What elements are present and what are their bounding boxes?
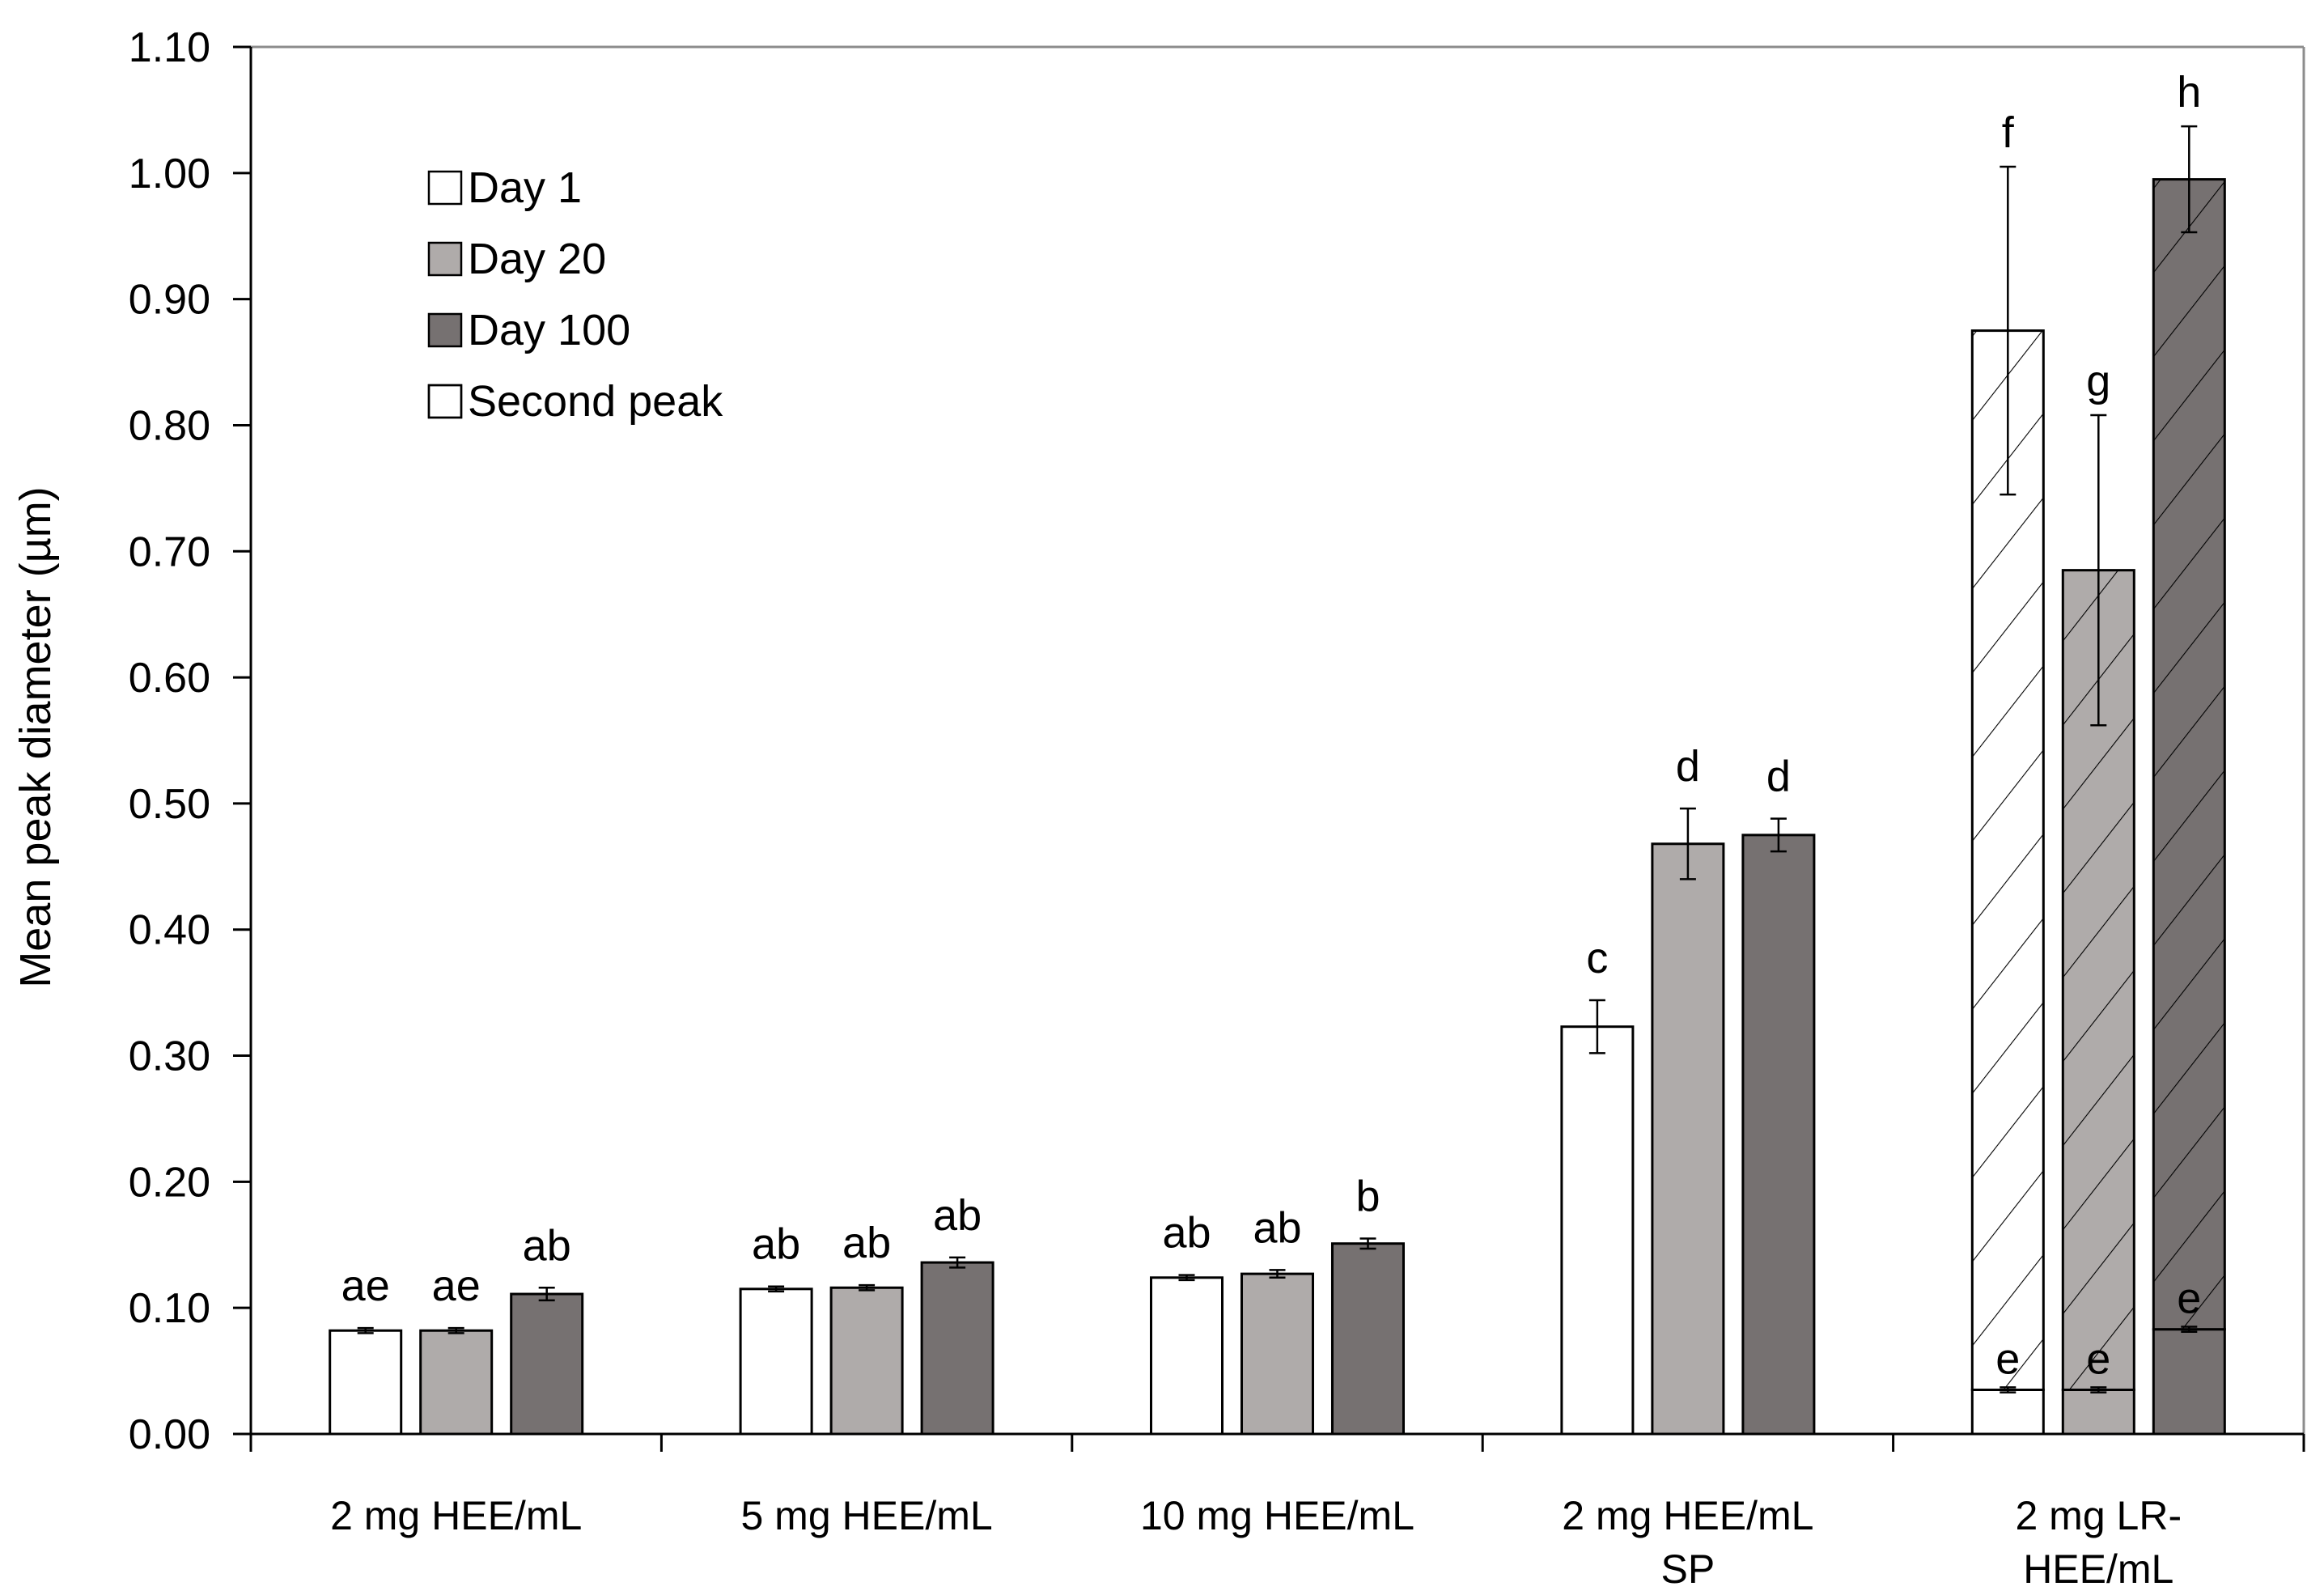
error-bar (1770, 817, 1787, 853)
legend-swatch (427, 312, 463, 348)
x-category-label: 10 mg HEE/mL (1140, 1493, 1414, 1538)
bar-day-1 (1150, 1276, 1223, 1436)
second-peak-bars (1970, 178, 2226, 1391)
legend-item: Second peak (427, 377, 723, 426)
y-tick-label: 0.60 (129, 655, 210, 702)
bar-day-1 (329, 1329, 403, 1436)
error-bar (1178, 1274, 1195, 1282)
significance-label: ae (341, 1262, 390, 1310)
error-bar (1359, 1237, 1376, 1250)
error-bar (2181, 1326, 2198, 1334)
bar-day-20 (419, 1329, 494, 1436)
legend-label: Day 20 (468, 235, 606, 283)
error-bar (859, 1283, 876, 1292)
significance-label: b (1355, 1172, 1380, 1220)
significance-label: e (1995, 1334, 2020, 1383)
second-peak-bar (1970, 329, 2045, 1391)
significance-label: d (1766, 753, 1791, 801)
legend-item: Day 100 (427, 306, 630, 354)
legend-item: Day 20 (427, 235, 606, 283)
significance-label: ae (432, 1262, 481, 1310)
significance-label: ab (842, 1219, 891, 1267)
error-bar (1679, 807, 1696, 880)
y-tick-label: 0.00 (129, 1411, 210, 1458)
error-bar (538, 1287, 555, 1302)
y-tick-label: 0.50 (129, 781, 210, 828)
second-peak-error-bar (2181, 125, 2198, 234)
significance-label: ab (1162, 1209, 1211, 1258)
y-axis: 0.00 0.10 0.20 0.30 0.40 0.50 0.60 0.70 0.80 0.90… (129, 24, 252, 1458)
error-bar (2000, 1386, 2017, 1394)
legend-swatch (427, 241, 463, 277)
error-bar (768, 1285, 785, 1293)
significance-label: c (1586, 934, 1608, 982)
legend-swatch (427, 170, 463, 206)
significance-label: d (1676, 742, 1700, 791)
significance-label: e (2177, 1275, 2201, 1323)
y-tick-label: 0.70 (129, 528, 210, 575)
legend: Day 1 Day 20 Day 100 Second peak (427, 163, 723, 426)
x-axis: 2 mg HEE/mL 5 mg HEE/mL 10 mg HEE/mL 2 mg H… (249, 1432, 2305, 1592)
error-bar (357, 1326, 374, 1334)
bar-day-20 (829, 1286, 904, 1436)
bar-day-100 (920, 1261, 994, 1436)
error-bar (949, 1256, 966, 1269)
x-category-label: 5 mg HEE/mL (740, 1493, 992, 1538)
plot-area (251, 45, 2305, 1434)
y-tick-label: 0.90 (129, 277, 210, 324)
y-tick-label: 0.80 (129, 402, 210, 449)
y-tick-label: 0.40 (129, 907, 210, 954)
second-peak-error-bar (2000, 165, 2017, 496)
x-category-label: 2 mg HEE/mL (330, 1493, 582, 1538)
bar-day-20 (1240, 1272, 1314, 1436)
y-tick-label: 0.20 (129, 1159, 210, 1206)
bar-day-1 (1970, 1388, 2045, 1436)
legend-item: Day 1 (427, 163, 582, 212)
bar-day-100 (510, 1292, 584, 1436)
bar-day-20 (2061, 1388, 2135, 1436)
bar-day-100 (1331, 1242, 1405, 1436)
y-tick-label: 0.10 (129, 1285, 210, 1332)
legend-label: Day 100 (468, 306, 630, 354)
y-tick-label: 1.00 (129, 151, 210, 197)
error-bar (1269, 1269, 1286, 1279)
y-tick-label: 0.30 (129, 1033, 210, 1080)
error-bar (447, 1326, 464, 1334)
significance-label: e (2086, 1334, 2110, 1383)
significance-label: ab (933, 1191, 982, 1240)
significance-label: ab (752, 1220, 800, 1269)
second-peak-label: g (2086, 357, 2110, 405)
second-peak-label: h (2177, 68, 2201, 117)
y-axis-title: Mean peak diameter (µm) (11, 486, 60, 987)
second-peak-bar (2152, 178, 2226, 1331)
bar-day-1 (1560, 1025, 1635, 1436)
bar-day-20 (1651, 842, 1725, 1436)
error-bars (357, 125, 2198, 1394)
error-bar (1588, 999, 1605, 1054)
bar-day-1 (739, 1287, 813, 1436)
y-tick-label: 1.10 (129, 24, 210, 71)
legend-swatch-hatch (427, 384, 463, 419)
legend-label: Second peak (468, 377, 723, 426)
significance-label: ab (523, 1221, 571, 1270)
second-peak-label: f (2002, 108, 2015, 157)
legend-label: Day 1 (468, 163, 582, 212)
second-peak-error-bar (2090, 414, 2107, 727)
significance-label: ab (1253, 1203, 1301, 1252)
x-category-label: 2 mg LR-HEE/mL (2015, 1493, 2182, 1592)
bar-day-100 (2152, 1328, 2226, 1436)
x-category-label: 2 mg HEE/mL SP (1562, 1493, 1813, 1592)
bar-day-100 (1741, 834, 1816, 1436)
error-bar (2090, 1386, 2107, 1394)
